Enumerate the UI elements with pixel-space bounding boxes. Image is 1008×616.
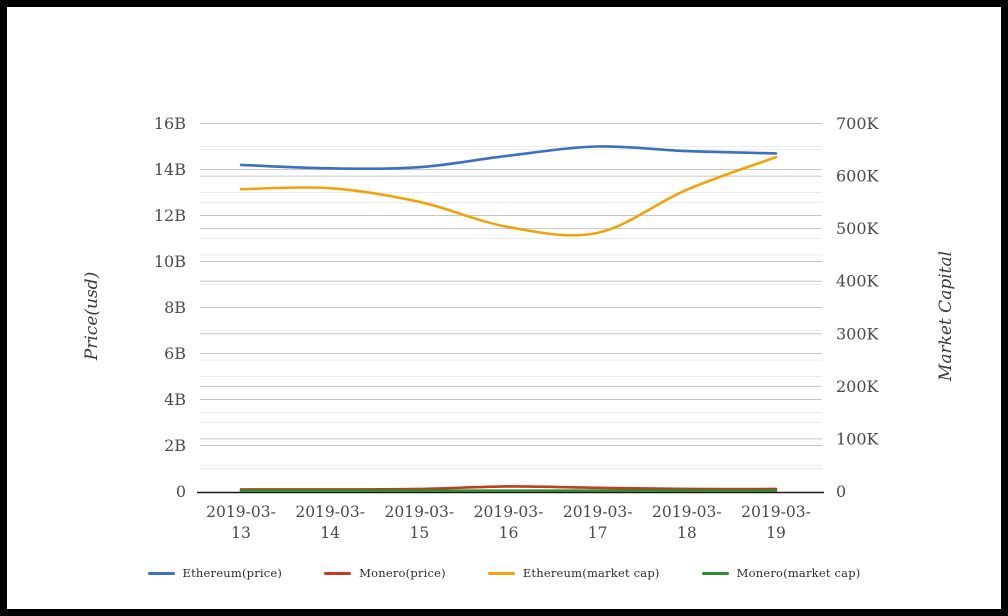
series-line-monero-price <box>239 485 778 491</box>
legend-item-monero-price: Monero(price) <box>324 566 446 580</box>
legend-item-ethereum-market-cap: Ethereum(market cap) <box>487 566 660 580</box>
x-axis-tick-label: 2019-03- <box>206 503 276 521</box>
series-line-ethereum-price <box>239 145 778 171</box>
x-axis-tick-label: 2019-03- <box>563 503 633 521</box>
x-axis-tick-label: 2019-03- <box>385 503 455 521</box>
series-line-ethereum-market-cap <box>239 155 778 237</box>
legend-label: Ethereum(price) <box>182 566 283 580</box>
x-axis-tick-label: 19 <box>766 524 786 542</box>
legend-label: Ethereum(market cap) <box>522 566 660 580</box>
legend-swatch <box>487 571 515 575</box>
right-axis-tick-label: 0 <box>836 482 846 501</box>
x-axis-tick-label: 13 <box>231 524 251 542</box>
x-axis-tick-label: 18 <box>677 524 697 542</box>
right-axis-tick-label: 100K <box>836 429 880 448</box>
left-axis-tick-label: 16B <box>154 114 186 133</box>
x-axis-tick-label: 2019-03- <box>741 503 811 521</box>
left-axis-tick-label: 4B <box>164 390 186 409</box>
right-axis-tick-label: 500K <box>836 219 880 238</box>
right-axis-tick-label: 700K <box>836 114 880 133</box>
legend-swatch <box>701 571 729 575</box>
left-axis-tick-label: 6B <box>164 344 186 363</box>
left-axis-tick-label: 14B <box>154 160 186 179</box>
right-axis-tick-label: 200K <box>836 377 880 396</box>
x-axis-tick-label: 16 <box>499 524 519 542</box>
x-axis-tick-label: 2019-03- <box>295 503 365 521</box>
right-axis-tick-label: 400K <box>836 272 880 291</box>
right-axis-tick-label: 600K <box>836 167 880 186</box>
left-axis-tick-label: 12B <box>154 206 186 225</box>
x-axis-tick-label: 17 <box>588 524 608 542</box>
left-axis-title: Price(usd) <box>82 271 102 361</box>
x-axis-tick-label: 2019-03- <box>474 503 544 521</box>
left-axis-tick-label: 2B <box>164 436 186 455</box>
x-axis-tick-label: 15 <box>409 524 429 542</box>
right-axis-title: Market Capital <box>936 250 956 382</box>
legend-label: Monero(market cap) <box>736 566 861 580</box>
x-axis-tick-label: 2019-03- <box>652 503 722 521</box>
legend-item-monero-market-cap: Monero(market cap) <box>701 566 861 580</box>
legend-item-ethereum-price: Ethereum(price) <box>147 566 283 580</box>
chart-canvas: 0 2B 4B 6B 8B 10B 12B 14B 16B 0 100K 200K 300K 400K 50… <box>7 7 1001 609</box>
legend-label: Monero(price) <box>359 566 446 580</box>
left-axis-tick-label: 8B <box>164 298 186 317</box>
legend: Ethereum(price) Monero(price) Ethereum(mar… <box>7 566 1001 580</box>
legend-swatch <box>324 571 352 575</box>
legend-swatch <box>147 571 175 575</box>
x-axis-tick-label: 14 <box>320 524 340 542</box>
left-axis-tick-label: 0 <box>176 482 186 501</box>
left-axis-tick-label: 10B <box>154 252 186 271</box>
right-axis-tick-label: 300K <box>836 324 880 343</box>
